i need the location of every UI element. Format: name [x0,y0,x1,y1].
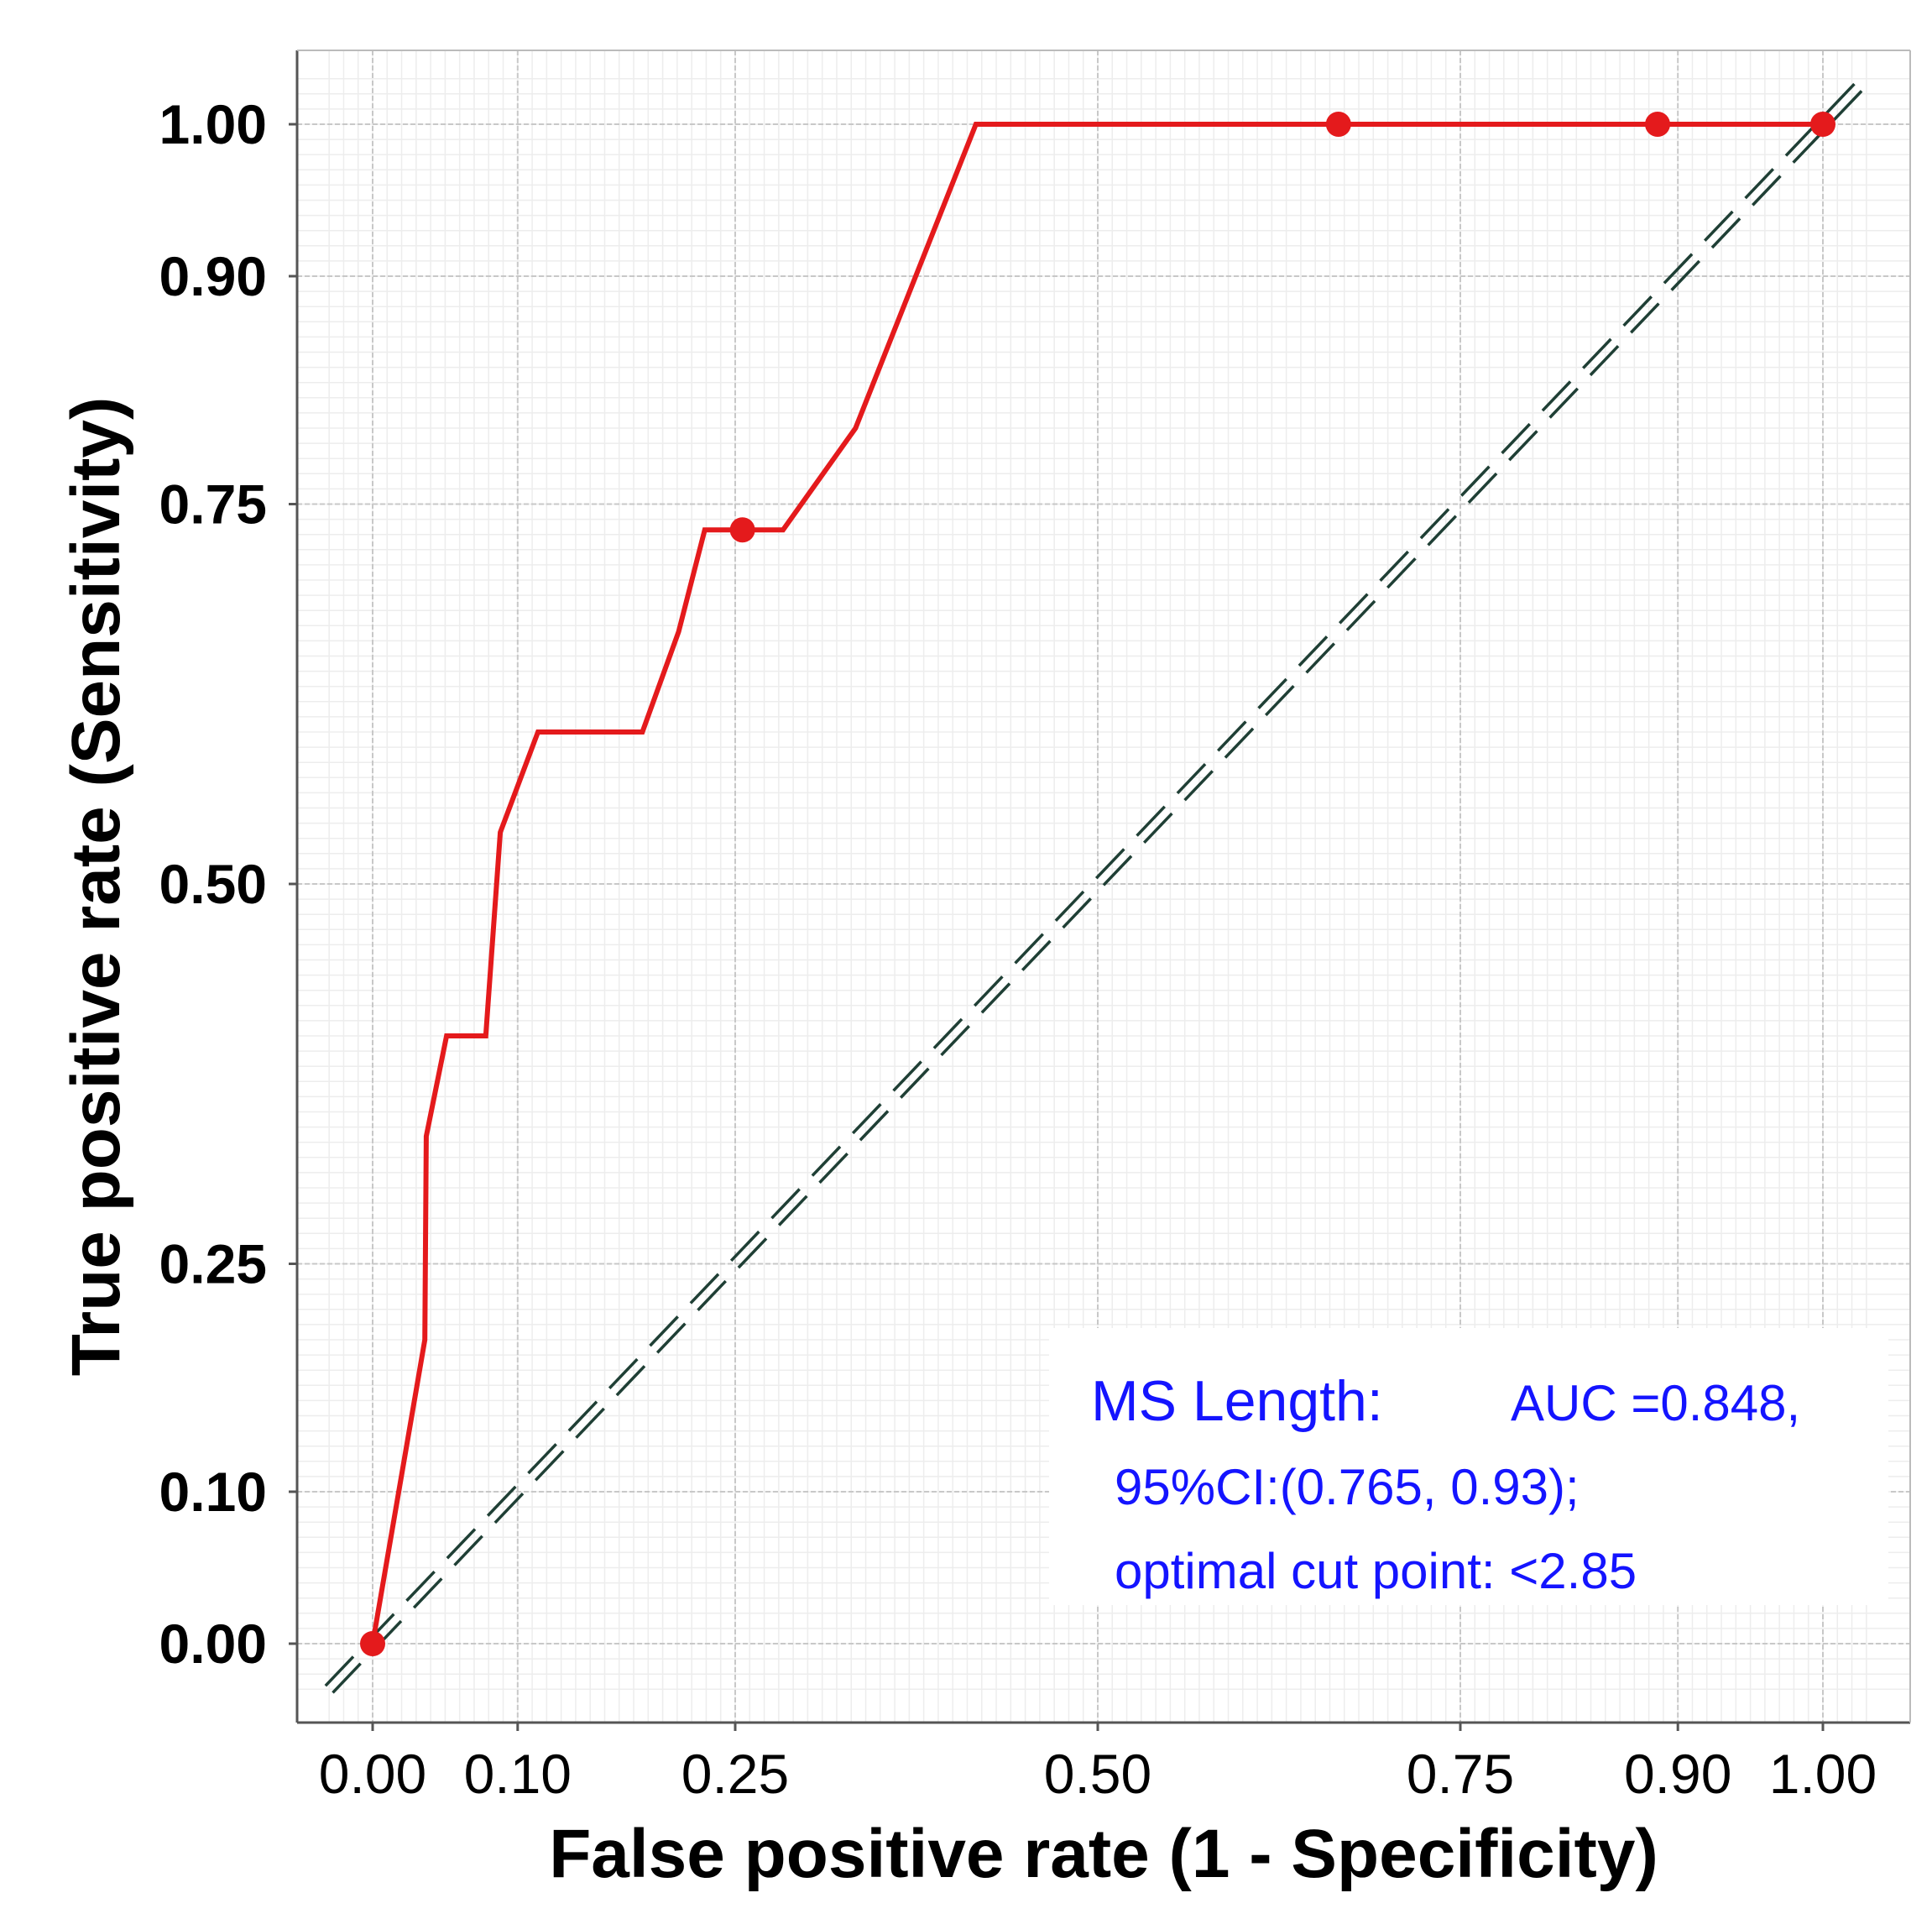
annotation-model: MS Length: [1091,1369,1383,1433]
x-tick-label: 0.50 [1044,1743,1151,1805]
y-axis-title: True positive rate (Sensitivity) [58,397,134,1377]
cut-point-marker [1645,112,1671,137]
y-tick-label: 0.90 [159,245,267,307]
roc-curve [370,122,1823,1644]
plot-frame [295,50,1911,1724]
cut-point-marker [360,1631,385,1656]
cut-point-marker [1810,112,1835,137]
annotation-ci: 95%CI:(0.765, 0.93); [1115,1459,1580,1515]
x-tick-label: 0.75 [1407,1743,1514,1805]
y-tick-label: 0.10 [159,1461,267,1523]
x-tick-label: 1.00 [1769,1743,1877,1805]
cut-point-marker [1325,112,1351,137]
annotation-cut-point: optimal cut point: <2.85 [1115,1543,1637,1599]
x-axis-title: False positive rate (1 - Specificity) [549,1816,1658,1892]
y-tick-labels: 0.00 0.10 0.25 0.50 0.75 0.90 1.00 [159,93,297,1675]
reference-line-stroke [332,81,1872,1694]
y-tick-label: 0.50 [159,853,267,915]
y-tick-label: 1.00 [159,93,267,155]
y-tick-label: 0.25 [159,1233,267,1295]
auc-annotation: MS Length: AUC =0.848, 95%CI:(0.765, 0.9… [1049,1328,1888,1605]
annotation-auc: AUC =0.848, [1511,1375,1800,1431]
roc-curve-line [370,122,1823,1644]
y-tick-label: 0.75 [159,473,267,536]
cut-point-markers [360,112,1835,1656]
x-tick-label: 0.90 [1624,1743,1731,1805]
reference-line-stroke [324,74,1864,1687]
y-tick-label: 0.00 [159,1613,267,1675]
x-tick-label: 0.25 [681,1743,789,1805]
x-tick-label: 0.00 [319,1743,426,1805]
x-tick-labels: 0.00 0.10 0.25 0.50 0.75 0.90 1.00 [319,1723,1877,1805]
reference-diagonal [324,74,1872,1694]
cut-point-marker [729,517,755,543]
x-tick-label: 0.10 [464,1743,572,1805]
